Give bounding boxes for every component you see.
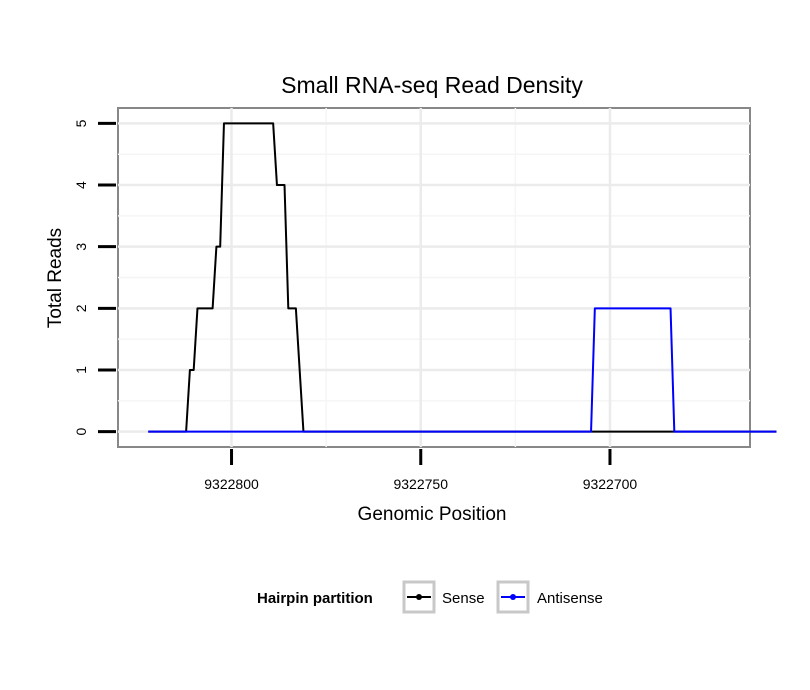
- y-tick-label: 4: [73, 181, 89, 189]
- x-tick-label: 9322700: [583, 476, 638, 492]
- legend-item-sense: Sense: [402, 580, 485, 614]
- y-tick-label: 5: [73, 119, 89, 127]
- y-axis: 0 1 2 3 4 5: [73, 119, 116, 435]
- chart-title: Small RNA-seq Read Density: [281, 72, 583, 98]
- y-axis-label: Total Reads: [45, 228, 66, 328]
- x-tick-label: 9322800: [204, 476, 259, 492]
- legend: Hairpin partition Sense Antisense: [257, 580, 603, 614]
- legend-title: Hairpin partition: [257, 590, 373, 607]
- series-line-antisense: [148, 307, 777, 433]
- y-tick-label: 2: [73, 304, 89, 312]
- x-axis: 9322800 9322750 9322700: [204, 449, 637, 492]
- x-axis-label: Genomic Position: [358, 504, 507, 525]
- y-tick-label: 1: [73, 366, 89, 374]
- series-lines: [148, 122, 777, 433]
- legend-key-antisense-point: [510, 594, 516, 600]
- y-tick-label: 0: [73, 427, 89, 435]
- legend-item-antisense: Antisense: [496, 580, 603, 614]
- x-tick-label: 9322750: [393, 476, 448, 492]
- legend-label-sense: Sense: [442, 590, 485, 607]
- legend-label-antisense: Antisense: [537, 590, 603, 607]
- grid-lines: [118, 108, 750, 447]
- y-tick-label: 3: [73, 243, 89, 251]
- series-line-sense: [148, 122, 777, 433]
- legend-key-sense-point: [416, 594, 422, 600]
